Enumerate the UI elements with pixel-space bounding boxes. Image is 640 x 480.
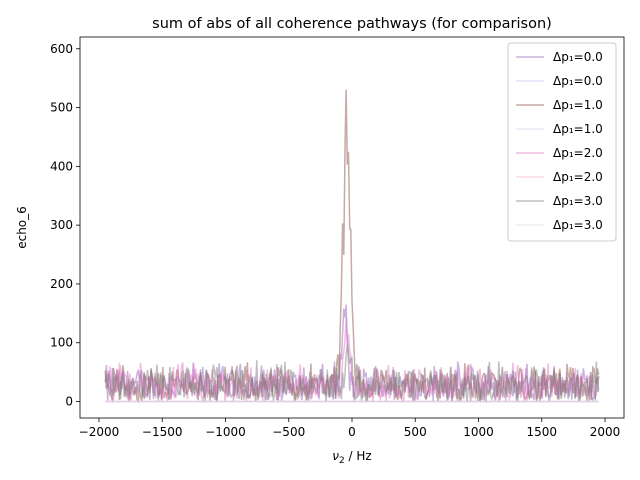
y-tick-label: 0 xyxy=(65,395,73,409)
x-tick-label: 0 xyxy=(348,425,356,439)
legend-label: Δp₁=0.0 xyxy=(553,50,603,64)
legend-label: Δp₁=1.0 xyxy=(553,122,603,136)
chart-title: sum of abs of all coherence pathways (fo… xyxy=(152,16,552,32)
x-axis-label: ν2 / Hz xyxy=(332,449,371,466)
y-tick-label: 300 xyxy=(50,218,73,232)
x-tick-label: 1500 xyxy=(526,425,557,439)
y-tick-label: 500 xyxy=(50,101,73,115)
legend-label: Δp₁=2.0 xyxy=(553,146,603,160)
x-axis: −2000 −1500 −1000 −500 0 500 1000 1500 2000 xyxy=(79,418,621,439)
y-axis-label: echo_6 xyxy=(15,206,29,249)
x-tick-label: −2000 xyxy=(79,425,120,439)
legend-label: Δp₁=1.0 xyxy=(553,98,603,112)
y-tick-label: 600 xyxy=(50,42,73,56)
legend-box xyxy=(507,42,617,242)
x-tick-label: −1500 xyxy=(142,425,183,439)
series-line xyxy=(104,344,600,404)
series-line xyxy=(104,317,600,404)
legend-label: Δp₁=2.0 xyxy=(553,170,603,184)
y-tick-label: 100 xyxy=(50,336,73,350)
x-tick-label: 500 xyxy=(404,425,427,439)
x-tick-label: 1000 xyxy=(463,425,494,439)
y-tick-label: 400 xyxy=(50,159,73,173)
y-axis: 0 100 200 300 400 500 600 xyxy=(50,42,80,409)
series-layer xyxy=(104,89,600,404)
x-tick-label: −1000 xyxy=(205,425,246,439)
y-tick-label: 200 xyxy=(50,277,73,291)
x-tick-label: 2000 xyxy=(590,425,621,439)
legend-label: Δp₁=0.0 xyxy=(553,74,603,88)
legend-label: Δp₁=3.0 xyxy=(553,218,603,232)
x-tick-label: −500 xyxy=(272,425,305,439)
legend-label: Δp₁=3.0 xyxy=(553,194,603,208)
legend: Δp₁=0.0 Δp₁=0.0 Δp₁=1.0 Δp₁=1.0 Δp₁=2.0 Δp₁=2… xyxy=(507,42,617,242)
